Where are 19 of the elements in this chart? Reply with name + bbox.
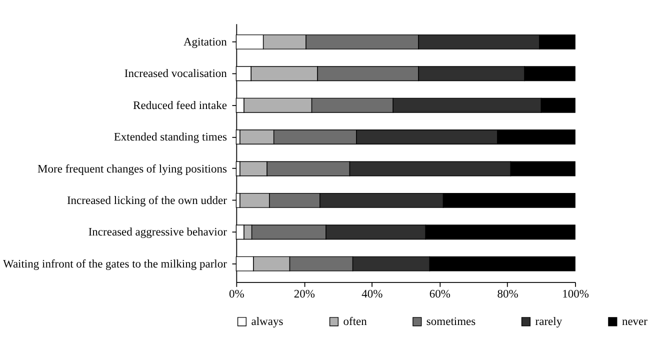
legend-label: always (251, 316, 284, 328)
y-tick-label: Extended standing times (114, 132, 228, 144)
y-tick-label: Agitation (183, 36, 228, 48)
x-tick-label: 40% (362, 288, 384, 301)
y-tick-label: Waiting infront of the gates to the milking parlor (3, 258, 228, 270)
legend-label: never (622, 316, 648, 328)
y-tick-label: Reduced feed intake (133, 100, 227, 112)
legend-label: sometimes (426, 316, 476, 328)
x-tick-label: 80% (497, 288, 519, 301)
legend-label: rarely (535, 316, 562, 328)
y-tick-label: Increased aggressive behavior (88, 226, 228, 239)
x-tick-label: 100% (562, 288, 590, 301)
y-tick-label: Increased licking of the own udder (66, 194, 228, 207)
legend-label: often (343, 316, 368, 328)
y-tick-label: Increased vocalisation (124, 68, 228, 80)
x-tick-label: 60% (429, 288, 451, 301)
y-tick-label: More frequent changes of lying positions (38, 163, 228, 176)
x-tick-label: 0% (228, 288, 245, 301)
x-tick-label: 20% (294, 288, 316, 301)
